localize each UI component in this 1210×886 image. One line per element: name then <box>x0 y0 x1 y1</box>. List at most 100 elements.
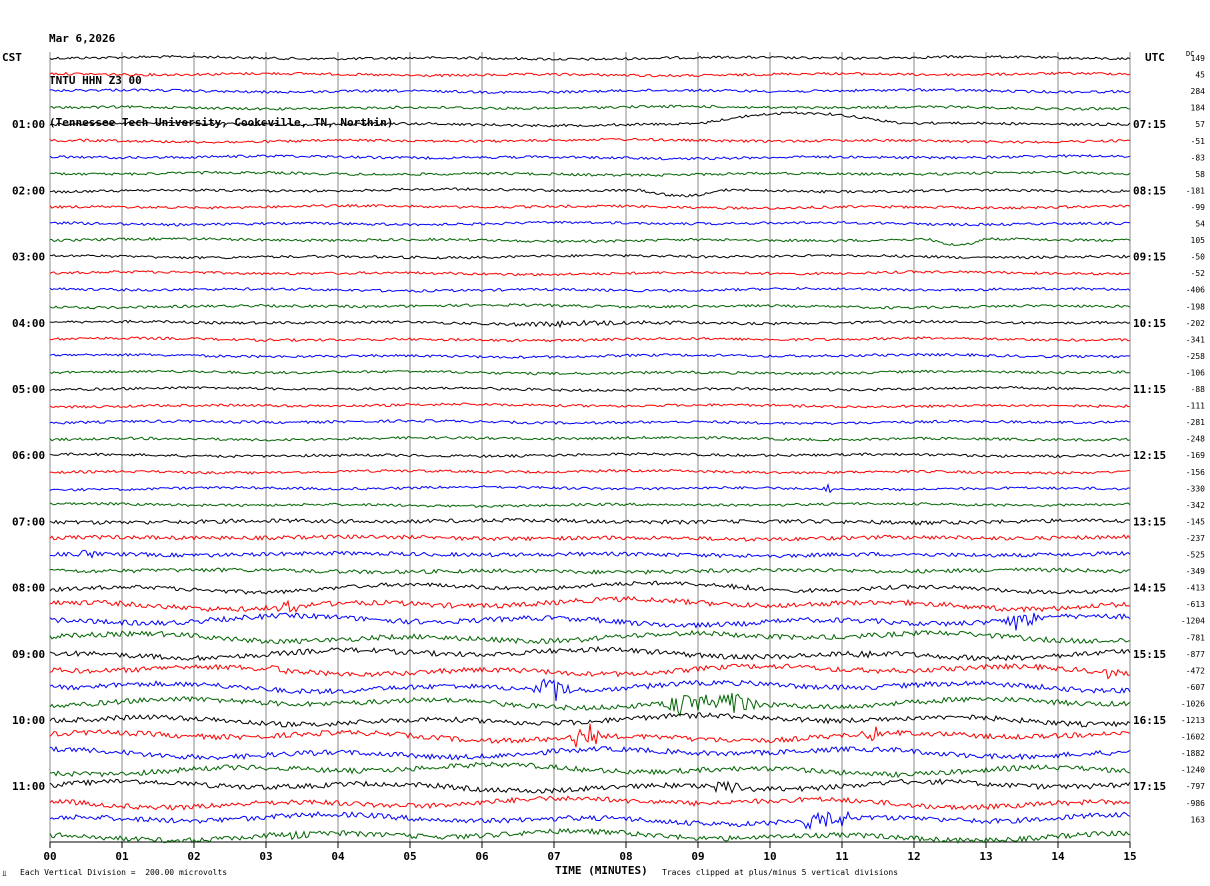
dc-offset-label: -83 <box>1191 153 1206 162</box>
dc-offset-label: 149 <box>1191 54 1206 63</box>
trace-line <box>49 153 1131 161</box>
trace-line <box>49 369 1131 376</box>
right-time-label: 11:15 <box>1133 383 1166 396</box>
dc-offset-label: 163 <box>1191 815 1206 824</box>
x-tick-label: 14 <box>1051 850 1065 863</box>
record-date: Mar 6,2026 <box>49 32 116 45</box>
trace-line <box>49 827 1131 844</box>
x-tick-label: 11 <box>835 850 849 863</box>
trace-line <box>49 645 1131 662</box>
x-tick-label: 01 <box>115 850 129 863</box>
x-axis-title: TIME (MINUTES) <box>555 864 648 877</box>
dc-offset-label: -111 <box>1186 402 1205 411</box>
dc-offset-label: -51 <box>1191 137 1206 146</box>
right-time-label: 16:15 <box>1133 714 1166 727</box>
trace-line <box>49 270 1131 277</box>
x-tick-label: 15 <box>1123 850 1136 863</box>
right-time-label: 07:15 <box>1133 118 1166 131</box>
left-time-label: 05:00 <box>12 383 45 396</box>
x-tick-label: 10 <box>763 850 776 863</box>
dc-offset-label: -781 <box>1186 633 1205 642</box>
x-tick-label: 13 <box>979 850 992 863</box>
dc-offset-label: -1602 <box>1181 733 1205 742</box>
left-time-label: 04:00 <box>12 317 45 330</box>
trace-line <box>49 352 1131 359</box>
dc-offset-label: 284 <box>1191 87 1206 96</box>
trace-line <box>49 580 1131 595</box>
dc-offset-label: -106 <box>1186 368 1205 377</box>
dc-offset-label: -258 <box>1186 352 1205 361</box>
x-tick-label: 09 <box>691 850 704 863</box>
trace-line <box>49 319 1131 329</box>
dc-offset-label: -1213 <box>1181 716 1205 725</box>
x-tick-label: 00 <box>43 850 56 863</box>
trace-line <box>49 435 1131 442</box>
trace-line <box>49 54 1131 61</box>
trace-line <box>49 795 1131 811</box>
trace-line <box>49 402 1131 409</box>
trace-line <box>49 236 1131 247</box>
trace-line <box>49 385 1131 392</box>
dc-offset-label: -341 <box>1186 335 1205 344</box>
x-tick-label: 08 <box>619 850 632 863</box>
trace-line <box>49 71 1131 78</box>
x-tick-label: 04 <box>331 850 345 863</box>
trace-line <box>49 303 1131 310</box>
x-tick-label: 06 <box>475 850 489 863</box>
trace-line <box>49 336 1131 343</box>
dc-offset-label: -330 <box>1186 484 1205 493</box>
dc-offset-label: -281 <box>1186 418 1205 427</box>
left-time-label: 09:00 <box>12 648 45 661</box>
station-code: TNTU HHN Z3 00 <box>49 74 142 87</box>
x-tick-label: 03 <box>259 850 272 863</box>
trace-line <box>49 517 1131 526</box>
trace-line <box>49 712 1131 728</box>
scale-note-icon: ⫫ <box>2 869 7 878</box>
trace-line <box>49 612 1131 631</box>
right-time-label: 12:15 <box>1133 449 1166 462</box>
dc-offset-label: 58 <box>1195 170 1205 179</box>
left-time-label: 10:00 <box>12 714 45 727</box>
right-time-label: 15:15 <box>1133 648 1166 661</box>
station-location: (Tennessee Tech University, Cookeville, … <box>49 116 394 129</box>
dc-offset-label: -237 <box>1186 534 1205 543</box>
right-time-label: 17:15 <box>1133 780 1166 793</box>
trace-line <box>49 170 1131 177</box>
trace-line <box>49 692 1131 718</box>
dc-offset-label: -986 <box>1186 799 1205 808</box>
dc-offset-label: 54 <box>1195 220 1205 229</box>
x-tick-label: 02 <box>187 850 200 863</box>
dc-offset-label: -145 <box>1186 517 1205 526</box>
right-time-label: 13:15 <box>1133 515 1166 528</box>
dc-offset-label: -88 <box>1191 385 1206 394</box>
dc-offset-label: 105 <box>1191 236 1206 245</box>
dc-offset-label: -1882 <box>1181 749 1205 758</box>
dc-column-header: DC <box>1186 50 1195 58</box>
trace-line <box>49 468 1131 475</box>
trace-line <box>49 137 1131 144</box>
dc-offset-label: -52 <box>1191 269 1206 278</box>
right-time-label: 14:15 <box>1133 582 1166 595</box>
trace-line <box>49 810 1131 831</box>
trace-line <box>49 678 1131 701</box>
clip-note: Traces clipped at plus/minus 5 vertical … <box>662 868 899 877</box>
left-time-label: 07:00 <box>12 515 45 528</box>
left-time-label: 02:00 <box>12 184 45 197</box>
x-tick-label: 12 <box>907 850 920 863</box>
dc-offset-label: -99 <box>1191 203 1206 212</box>
dc-offset-label: -156 <box>1186 468 1205 477</box>
dc-offset-label: -613 <box>1186 600 1205 609</box>
x-tick-label: 07 <box>547 850 560 863</box>
trace-line <box>49 419 1131 426</box>
dc-offset-label: -406 <box>1186 286 1205 295</box>
trace-line <box>49 286 1131 293</box>
dc-offset-label: 184 <box>1191 104 1206 113</box>
dc-offset-label: -169 <box>1186 451 1205 460</box>
trace-line <box>49 567 1131 575</box>
dc-offset-label: -1240 <box>1181 766 1205 775</box>
dc-offset-label: -198 <box>1186 302 1205 311</box>
trace-line <box>49 662 1131 680</box>
trace-line <box>49 723 1131 748</box>
dc-offset-label: -877 <box>1186 650 1205 659</box>
